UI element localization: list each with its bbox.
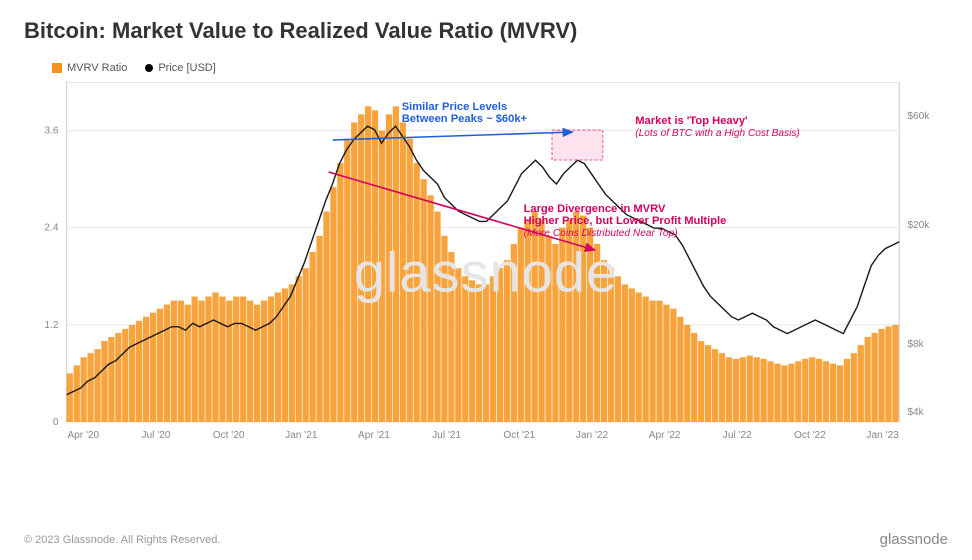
svg-text:Oct '22: Oct '22 bbox=[794, 430, 826, 441]
svg-text:Jul '22: Jul '22 bbox=[723, 430, 752, 441]
svg-text:Jan '23: Jan '23 bbox=[866, 430, 899, 441]
svg-text:$20k: $20k bbox=[907, 220, 930, 231]
svg-text:Apr '22: Apr '22 bbox=[649, 430, 681, 441]
svg-text:Market is 'Top Heavy': Market is 'Top Heavy' bbox=[635, 115, 748, 127]
svg-text:$60k: $60k bbox=[907, 111, 930, 122]
legend-label-price: Price [USD] bbox=[158, 62, 215, 74]
legend-swatch-price bbox=[145, 64, 153, 72]
svg-text:Between Peaks ~ $60k+: Between Peaks ~ $60k+ bbox=[402, 113, 528, 125]
svg-text:(More Coins Distributed Near T: (More Coins Distributed Near Top) bbox=[524, 228, 678, 239]
svg-text:Jul '21: Jul '21 bbox=[432, 430, 461, 441]
legend-swatch-mvrv bbox=[52, 63, 62, 73]
legend-item-mvrv: MVRV Ratio bbox=[52, 62, 127, 74]
legend-item-price: Price [USD] bbox=[145, 62, 215, 74]
svg-text:Jan '21: Jan '21 bbox=[285, 430, 318, 441]
svg-text:Apr '21: Apr '21 bbox=[358, 430, 390, 441]
svg-text:Similar Price Levels: Similar Price Levels bbox=[402, 101, 507, 113]
footer: © 2023 Glassnode. All Rights Reserved. g… bbox=[24, 531, 948, 548]
chart-svg: 0 1.2 2.4 3.6 $4k $8k $20k $60k Apr '20 Jul '20 Oc… bbox=[24, 82, 948, 462]
svg-text:Higher Price, but Lower Profit: Higher Price, but Lower Profit Multiple bbox=[524, 215, 727, 227]
svg-text:Jul '20: Jul '20 bbox=[141, 430, 170, 441]
svg-text:Oct '20: Oct '20 bbox=[213, 430, 245, 441]
chart-container: Bitcoin: Market Value to Realized Value … bbox=[0, 0, 972, 474]
svg-text:$8k: $8k bbox=[907, 339, 924, 350]
legend-label-mvrv: MVRV Ratio bbox=[67, 62, 127, 74]
svg-text:Large Divergence in MVRV: Large Divergence in MVRV bbox=[524, 203, 666, 215]
svg-text:(Lots of BTC with a High Cost: (Lots of BTC with a High Cost Basis) bbox=[635, 128, 800, 139]
footer-logo: glassnode bbox=[880, 531, 948, 548]
chart-area: glassnode 01.22.43.6$4k$8k$20k$60kApr '2… bbox=[24, 82, 948, 462]
svg-text:Jan '22: Jan '22 bbox=[576, 430, 609, 441]
svg-text:$4k: $4k bbox=[907, 407, 924, 418]
legend: MVRV Ratio Price [USD] bbox=[24, 62, 948, 74]
svg-text:0: 0 bbox=[53, 417, 59, 428]
svg-text:Apr '20: Apr '20 bbox=[67, 430, 99, 441]
svg-text:3.6: 3.6 bbox=[44, 126, 59, 137]
svg-text:1.2: 1.2 bbox=[44, 320, 59, 331]
svg-text:2.4: 2.4 bbox=[44, 223, 59, 234]
svg-text:Oct '21: Oct '21 bbox=[503, 430, 535, 441]
copyright: © 2023 Glassnode. All Rights Reserved. bbox=[24, 534, 220, 546]
chart-title: Bitcoin: Market Value to Realized Value … bbox=[24, 18, 948, 44]
